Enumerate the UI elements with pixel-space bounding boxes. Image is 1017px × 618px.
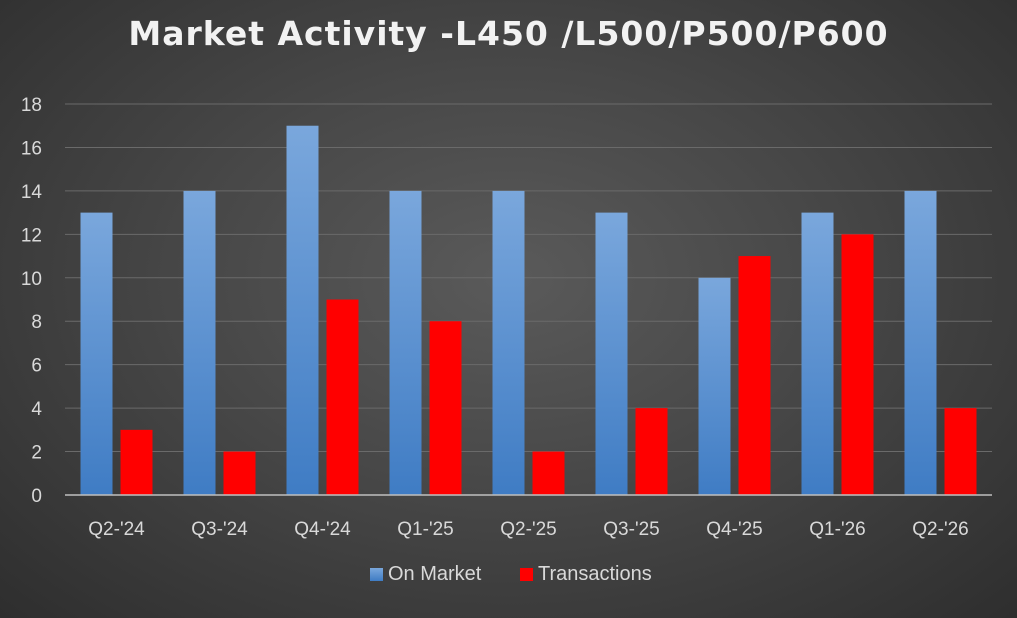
legend-label-on-market: On Market (388, 563, 482, 585)
y-tick-label: 14 (21, 182, 43, 203)
x-tick-label: Q1-'25 (397, 519, 453, 540)
bar-on-market (595, 212, 628, 495)
bar-transactions (532, 451, 565, 495)
x-tick-label: Q2-'26 (912, 519, 968, 540)
bar-on-market (286, 125, 319, 495)
y-tick-label: 8 (31, 312, 42, 333)
bar-transactions (841, 234, 874, 496)
bar-transactions (120, 429, 153, 495)
bar-on-market (492, 190, 525, 495)
x-tick-label: Q1-'26 (809, 519, 865, 540)
bar-on-market (904, 190, 937, 495)
x-tick-label: Q2-'24 (88, 519, 145, 540)
y-tick-label: 16 (21, 138, 42, 159)
gridlines (65, 103, 992, 453)
legend-label-transactions: Transactions (538, 563, 652, 585)
y-tick-label: 12 (21, 225, 42, 246)
y-tick-label: 10 (21, 269, 42, 290)
x-tick-label: Q4-'25 (706, 519, 762, 540)
axes: 0 2 4 6 8 10 12 14 16 18 Q2-'24 Q3-'24 Q4-'24 Q1-'25 Q… (21, 95, 992, 540)
bar-on-market (389, 190, 422, 495)
bar-on-market (183, 190, 216, 495)
bar-on-market (801, 212, 834, 495)
bars (80, 125, 977, 496)
legend-swatch-transactions (520, 568, 533, 581)
bar-transactions (635, 408, 668, 495)
y-tick-label: 2 (31, 443, 42, 464)
legend: On Market Transactions (370, 563, 652, 585)
bar-transactions (223, 451, 256, 495)
bar-transactions (326, 299, 359, 495)
bar-transactions (944, 408, 977, 495)
x-tick-label: Q2-'25 (500, 519, 556, 540)
y-tick-label: 4 (31, 399, 42, 420)
legend-swatch-on-market (370, 568, 383, 581)
x-tick-label: Q3-'24 (191, 519, 248, 540)
chart-title: Market Activity -L450 /L500/P500/P600 (128, 14, 889, 53)
y-tick-label: 6 (31, 356, 42, 377)
bar-transactions (738, 256, 771, 495)
x-tick-label: Q3-'25 (603, 519, 659, 540)
y-tick-label: 18 (21, 95, 42, 116)
x-tick-label: Q4-'24 (294, 519, 351, 540)
bar-on-market (80, 212, 113, 495)
bar-transactions (429, 321, 462, 495)
bar-on-market (698, 277, 731, 495)
y-tick-label: 0 (31, 486, 42, 507)
